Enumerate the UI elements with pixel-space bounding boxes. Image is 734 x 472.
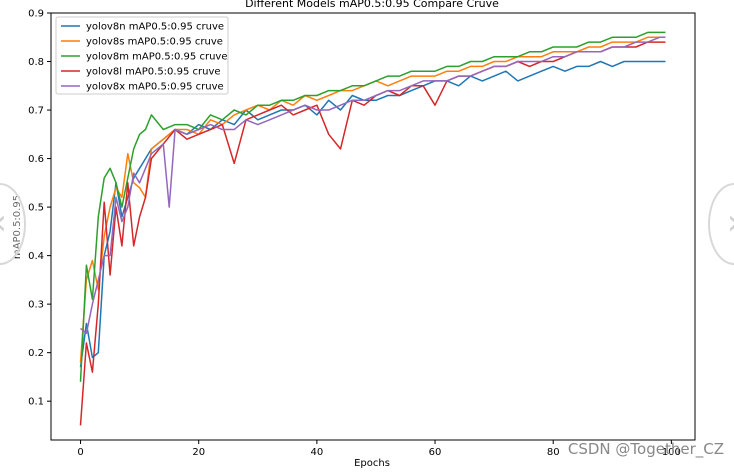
y-tick-label: 0.6 bbox=[28, 154, 44, 165]
legend-box bbox=[55, 16, 229, 95]
x-axis-label: Epochs bbox=[354, 458, 390, 468]
x-tick-label: 0 bbox=[77, 447, 83, 458]
series-line-4 bbox=[79, 41, 666, 426]
x-tick-label: 20 bbox=[192, 447, 205, 458]
x-axis: 0 20 40 60 80 100 bbox=[77, 440, 681, 458]
series-line-3 bbox=[79, 31, 666, 382]
watermark: CSDN @Together_CZ bbox=[567, 440, 724, 458]
series-line-1 bbox=[79, 60, 666, 368]
chart-title: Different Models mAP0.5:0.95 Compare Cru… bbox=[245, 0, 499, 10]
legend: yolov8n mAP0.5:0.95 cruve yolov8s mAP0.5:… bbox=[55, 16, 229, 95]
x-tick-label: 80 bbox=[547, 447, 560, 458]
x-tick-label: 40 bbox=[311, 447, 324, 458]
y-axis: 0.1 0.2 0.3 0.4 0.5 0.6 0.7 0.8 0.9 bbox=[28, 9, 51, 408]
legend-label: yolov8n mAP0.5:0.95 cruve bbox=[86, 22, 224, 33]
y-tick-label: 0.1 bbox=[28, 397, 44, 408]
y-tick-label: 0.7 bbox=[28, 106, 44, 117]
y-tick-label: 0.4 bbox=[28, 251, 44, 262]
series-lines bbox=[79, 31, 666, 426]
legend-label: yolov8x mAP0.5:0.95 cruve bbox=[86, 82, 224, 93]
legend-label: yolov8l mAP0.5:0.95 cruve bbox=[86, 67, 221, 78]
series-line-5 bbox=[80, 36, 666, 335]
y-tick-label: 0.3 bbox=[28, 300, 44, 311]
y-tick-label: 0.2 bbox=[28, 348, 44, 359]
x-tick-label: 60 bbox=[429, 447, 442, 458]
x-tick-label: 100 bbox=[662, 447, 681, 458]
y-tick-label: 0.5 bbox=[28, 203, 44, 214]
legend-label: yolov8m mAP0.5:0.95 cruve bbox=[86, 52, 227, 63]
y-tick-label: 0.9 bbox=[28, 9, 44, 20]
y-tick-label: 0.8 bbox=[28, 57, 44, 68]
legend-label: yolov8s mAP0.5:0.95 cruve bbox=[86, 37, 223, 48]
plot-area bbox=[50, 12, 696, 441]
